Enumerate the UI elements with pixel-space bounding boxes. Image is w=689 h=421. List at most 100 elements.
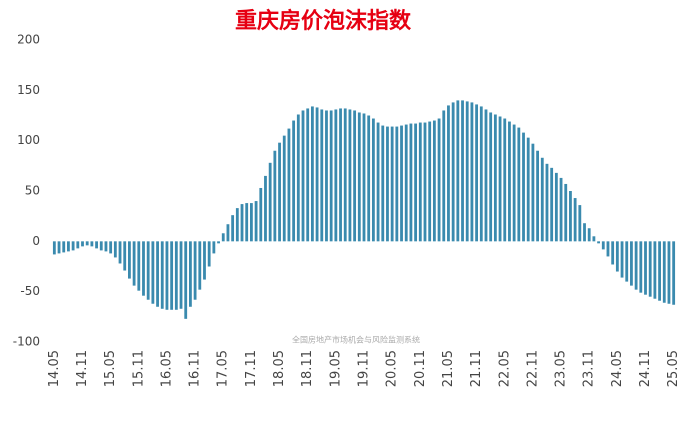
bar xyxy=(418,122,422,242)
bar xyxy=(226,224,230,242)
bar xyxy=(517,127,521,242)
bar xyxy=(123,241,127,271)
bar xyxy=(526,137,530,242)
bar xyxy=(404,124,408,242)
bar xyxy=(282,135,286,242)
bar xyxy=(156,241,159,307)
bar xyxy=(71,241,75,251)
bar xyxy=(85,241,89,246)
x-tick-label: 24.05 xyxy=(610,350,625,387)
bar xyxy=(395,126,399,242)
bar xyxy=(512,124,516,242)
bar xyxy=(90,241,94,247)
bar xyxy=(498,116,502,242)
y-tick-label: 200 xyxy=(17,33,40,47)
bar xyxy=(400,125,403,242)
bar xyxy=(287,128,291,242)
bar xyxy=(306,108,310,242)
bar xyxy=(648,241,652,297)
bar xyxy=(67,241,70,252)
bar xyxy=(296,114,300,242)
bar xyxy=(423,122,427,242)
bar xyxy=(151,241,155,304)
bar xyxy=(174,241,178,310)
bar xyxy=(465,101,469,242)
bar xyxy=(367,115,371,242)
bar xyxy=(583,223,586,242)
x-tick-label: 17.05 xyxy=(216,350,231,387)
bar xyxy=(658,241,661,301)
watermark-note: 全国房地产市场机会与风险监测系统 xyxy=(292,335,420,345)
x-tick-label: 24.11 xyxy=(638,350,653,387)
bar xyxy=(625,241,629,282)
bar xyxy=(325,110,328,242)
bar xyxy=(456,100,460,242)
bar xyxy=(221,233,225,242)
y-tick-label: 100 xyxy=(17,133,40,147)
bar xyxy=(113,241,117,258)
x-tick-label: 15.11 xyxy=(131,350,146,387)
bar xyxy=(371,118,375,242)
x-tick-label: 15.05 xyxy=(103,350,118,387)
bar xyxy=(254,201,258,242)
bar xyxy=(451,102,455,242)
bar xyxy=(207,241,211,267)
bar xyxy=(437,118,441,242)
bar xyxy=(348,109,352,242)
bar xyxy=(193,241,197,300)
bar xyxy=(601,241,605,250)
bar xyxy=(639,241,643,293)
x-tick-label: 23.11 xyxy=(582,350,597,387)
bar xyxy=(170,241,174,310)
bar xyxy=(564,183,568,242)
bar xyxy=(357,112,361,242)
bar xyxy=(259,187,263,242)
bar xyxy=(81,241,84,247)
bar xyxy=(630,241,633,286)
bar xyxy=(362,113,366,242)
bar xyxy=(479,106,483,242)
bar xyxy=(587,228,591,242)
x-tick-label: 17.11 xyxy=(244,350,259,387)
bar xyxy=(620,241,624,278)
bar xyxy=(634,241,638,290)
bar xyxy=(235,208,239,242)
bar xyxy=(179,241,183,309)
bar xyxy=(597,241,600,244)
bar xyxy=(447,105,450,242)
bar xyxy=(245,203,249,242)
chart-title: 重庆房价泡沫指数 xyxy=(235,8,412,34)
bar xyxy=(320,109,324,242)
x-tick-label: 22.11 xyxy=(525,350,540,387)
x-tick-label: 21.05 xyxy=(441,350,456,387)
bar xyxy=(531,143,535,242)
bar xyxy=(142,241,145,296)
bar xyxy=(592,236,596,242)
x-tick-label: 25.05 xyxy=(666,350,681,387)
bar xyxy=(475,104,479,242)
bar xyxy=(414,123,418,242)
bar xyxy=(353,110,357,242)
bar xyxy=(644,241,647,295)
x-tick-label: 20.11 xyxy=(413,350,428,387)
bar xyxy=(212,241,216,254)
bar xyxy=(273,150,277,242)
bar xyxy=(461,100,464,242)
bar xyxy=(489,112,493,242)
bar xyxy=(672,241,676,305)
bar xyxy=(57,241,61,254)
bar xyxy=(76,241,80,249)
bar xyxy=(188,241,192,307)
x-tick-label: 14.11 xyxy=(75,350,90,387)
y-tick-label: 50 xyxy=(25,184,40,198)
bar xyxy=(301,110,305,242)
y-tick-label: 0 xyxy=(32,234,40,248)
bar xyxy=(442,110,446,242)
bar xyxy=(264,175,267,242)
bar xyxy=(545,163,549,242)
bar xyxy=(376,122,380,242)
bar xyxy=(432,120,436,242)
bar xyxy=(268,162,272,242)
bar xyxy=(160,241,164,309)
